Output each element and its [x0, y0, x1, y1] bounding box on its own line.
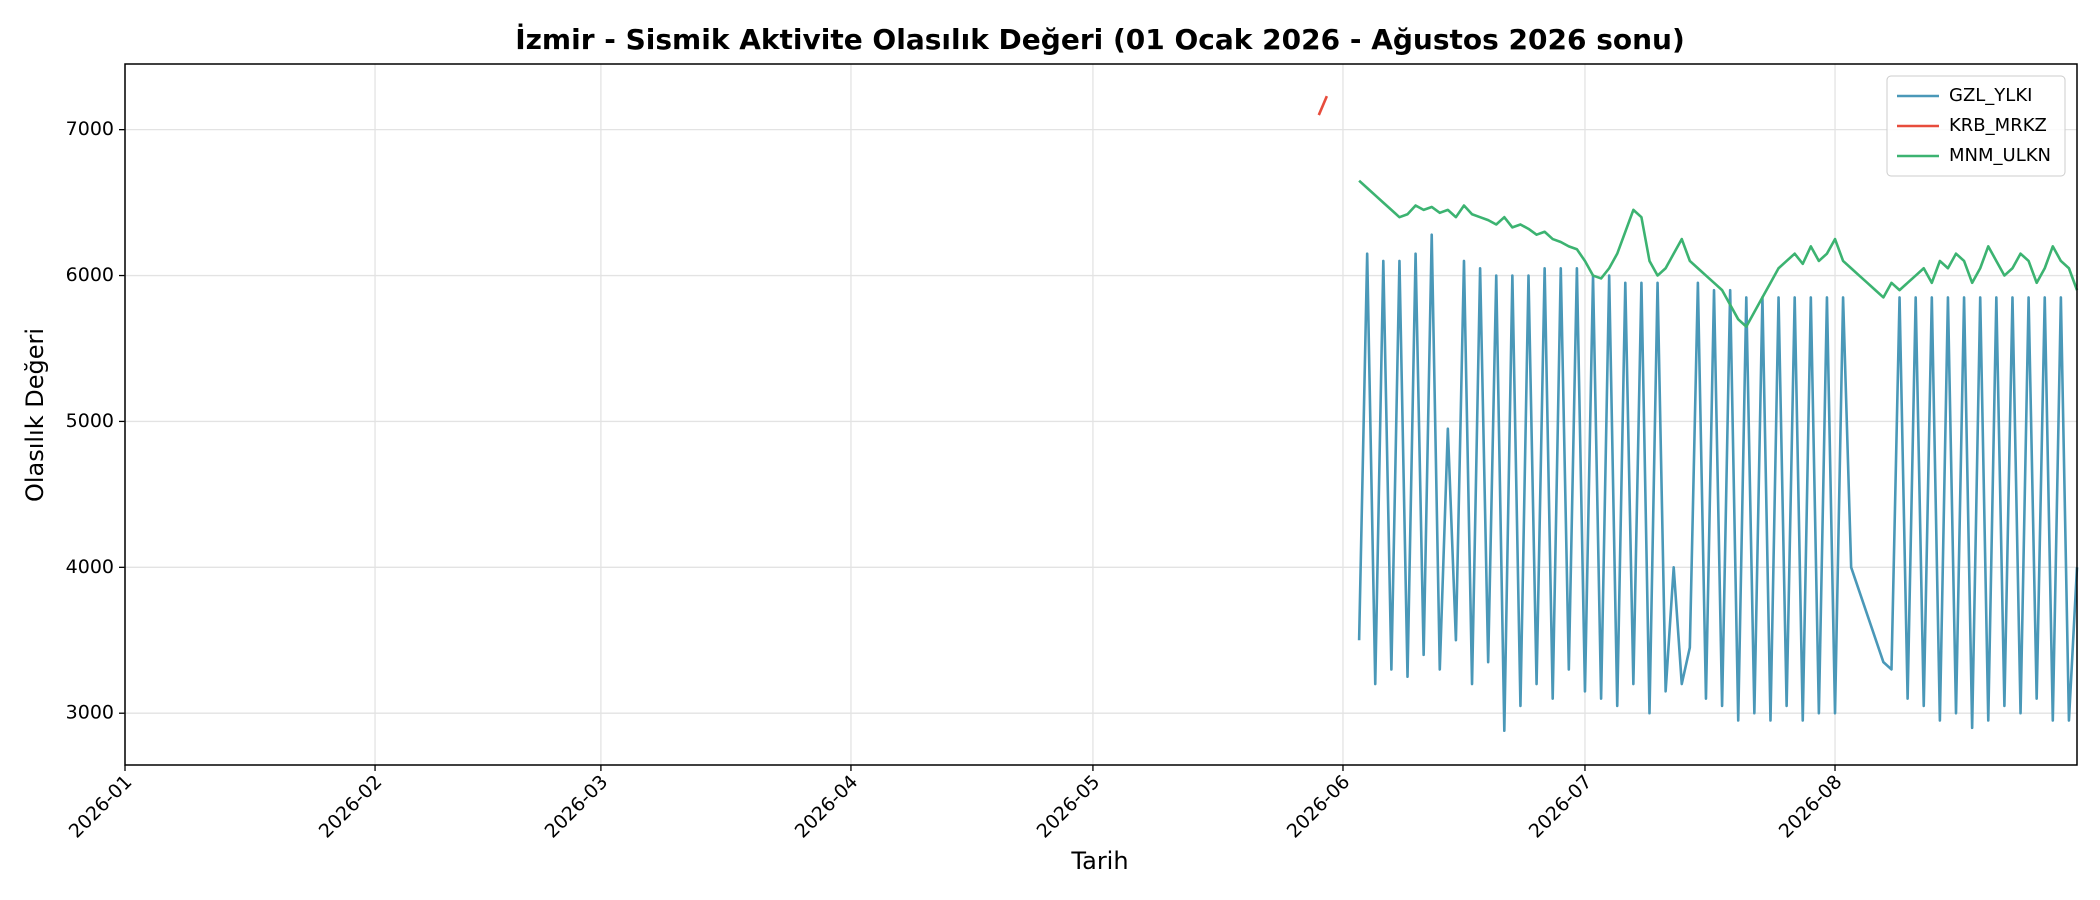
series-line	[1358, 179, 2079, 328]
x-tick-label: 2026-06	[1283, 771, 1355, 843]
plot-frame	[124, 63, 2078, 766]
x-tick-label: 2026-03	[541, 771, 613, 843]
x-tick-label: 2026-01	[65, 771, 137, 843]
x-tick-label: 2026-04	[791, 771, 863, 843]
y-tick-label: 5000	[66, 410, 114, 432]
chart-title: İzmir - Sismik Aktivite Olasılık Değeri …	[515, 22, 1685, 56]
series-line	[1317, 95, 1329, 116]
y-tick-label: 6000	[66, 264, 114, 286]
series-line	[1357, 233, 2079, 733]
x-tick-label: 2026-05	[1033, 771, 1105, 843]
legend-label: MNM_ULKN	[1949, 145, 2051, 166]
legend-label: KRB_MRKZ	[1949, 115, 2047, 136]
y-tick-label: 4000	[66, 556, 114, 578]
x-tick-label: 2026-07	[1525, 771, 1597, 843]
x-tick-label: 2026-02	[315, 771, 387, 843]
legend-label: GZL_YLKI	[1949, 85, 2032, 106]
x-tick-label: 2026-08	[1775, 771, 1847, 843]
y-tick-label: 7000	[66, 118, 114, 140]
legend-box	[1886, 75, 2066, 177]
y-axis-label: Olasılık Değeri	[21, 328, 49, 502]
x-axis-label: Tarih	[1070, 847, 1128, 875]
y-tick-label: 3000	[66, 702, 114, 724]
